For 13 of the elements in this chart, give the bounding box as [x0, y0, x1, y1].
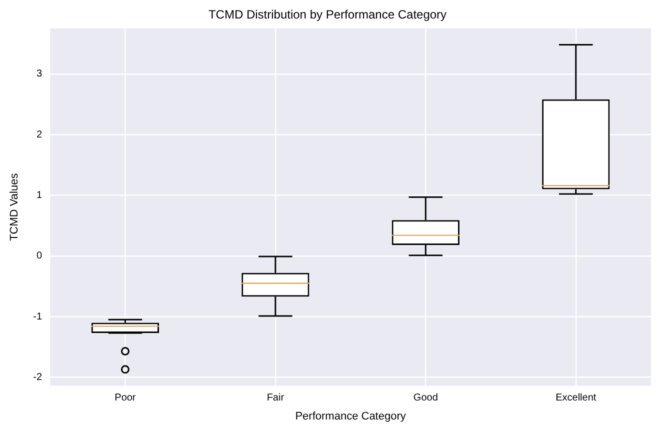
y-tick-label: 2	[36, 129, 43, 140]
x-tick-label: Poor	[114, 392, 136, 404]
y-tick-label: -2	[33, 372, 43, 384]
chart-title: TCMD Distribution by Performance Category	[208, 8, 447, 22]
y-tick-label: -1	[33, 311, 43, 322]
y-tick-label: 0	[36, 250, 43, 262]
y-tick-label: 3	[36, 68, 43, 80]
x-axis-title: Performance Category	[295, 410, 406, 422]
x-tick-label: Excellent	[556, 392, 596, 404]
y-tick-label: 1	[36, 190, 43, 202]
y-axis-title: TCMD Values	[8, 172, 21, 241]
x-tick-label: Fair	[266, 392, 285, 404]
x-tick-label: Good	[413, 392, 438, 404]
